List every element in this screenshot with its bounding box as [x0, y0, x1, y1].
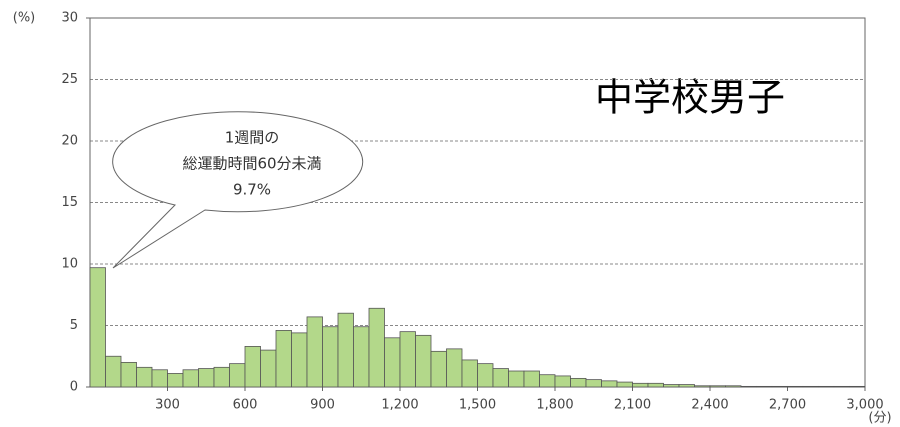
bar [585, 379, 602, 388]
bar [756, 385, 773, 388]
x-tick-label: 300 [155, 398, 180, 413]
chart-title: 中学校男子 [595, 76, 785, 120]
bar [430, 350, 447, 388]
bar [694, 385, 711, 388]
bar [616, 381, 633, 388]
bar [849, 385, 866, 388]
y-tick-label: 10 [61, 257, 78, 272]
x-tick-label: 1,200 [381, 398, 418, 413]
bar [399, 331, 416, 388]
bar [120, 361, 137, 388]
annotation: 1週間の [225, 129, 280, 147]
bar [554, 375, 571, 388]
bar [678, 384, 695, 388]
bar [322, 326, 339, 388]
bar [787, 385, 804, 388]
bar [508, 370, 525, 388]
callout [112, 111, 364, 269]
bar [213, 366, 230, 388]
y-tick-label: 20 [61, 134, 78, 149]
bar [415, 334, 432, 388]
bar [725, 385, 742, 388]
x-tick-label: 2,700 [769, 398, 806, 413]
bar [260, 349, 277, 388]
bar [368, 307, 385, 388]
bar [461, 359, 478, 388]
bar [818, 385, 835, 388]
bar [384, 337, 401, 388]
y-tick-label: 5 [70, 318, 78, 333]
bar [446, 348, 463, 388]
bar [539, 374, 556, 388]
bar [198, 368, 215, 388]
bar [105, 355, 122, 388]
bar [182, 369, 199, 388]
bar [337, 312, 354, 388]
bar [663, 384, 680, 388]
bar [802, 385, 819, 388]
bar [291, 332, 308, 388]
x-tick-label: 600 [233, 398, 258, 413]
bar [89, 267, 106, 388]
bar [709, 385, 726, 388]
bar [632, 382, 649, 388]
x-axis-label: (分) [868, 411, 891, 426]
y-tick-label: 30 [61, 11, 78, 26]
bar [275, 330, 292, 388]
bar [306, 316, 323, 388]
bar [833, 385, 850, 388]
bar [740, 385, 757, 388]
bar [477, 363, 494, 388]
bar [601, 380, 618, 388]
bar [167, 373, 184, 388]
bar [771, 385, 788, 388]
y-axis-label: (%) [13, 11, 36, 26]
y-tick-label: 0 [70, 380, 78, 395]
bar [151, 369, 168, 388]
bar [570, 377, 587, 388]
x-tick-label: 2,100 [614, 398, 651, 413]
bar [353, 326, 370, 388]
bar [136, 366, 153, 388]
x-tick-label: 1,800 [536, 398, 573, 413]
annotation: 総運動時間60分未満 [182, 155, 321, 173]
x-tick-label: 3,000 [846, 398, 883, 413]
annotation: 9.7% [233, 181, 271, 199]
x-tick-label: 1,500 [459, 398, 496, 413]
bar [523, 370, 540, 388]
bar [647, 382, 664, 388]
bar [492, 368, 509, 388]
y-tick-label: 15 [61, 195, 78, 210]
x-tick-label: 2,400 [691, 398, 728, 413]
bar [244, 346, 261, 388]
bar [229, 363, 246, 388]
y-tick-label: 25 [61, 72, 78, 87]
x-tick-label: 900 [310, 398, 335, 413]
